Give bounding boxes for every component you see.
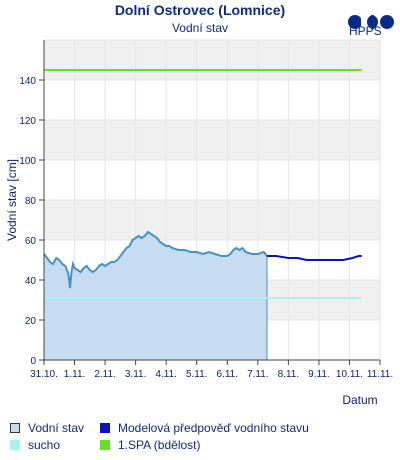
legend-swatch-vodni-stav: [10, 423, 20, 433]
x-tick-label: 9.11.: [308, 369, 330, 380]
water-level-chart: 0 20 40 60 80 100 120 140 31.10. 1.11. 2.11. 3.11. 4…: [5, 39, 393, 407]
y-tick-label: 140: [19, 76, 36, 87]
x-tick-label: 3.11.: [125, 369, 147, 380]
y-tick-label: 60: [25, 236, 37, 247]
legend: Vodní stav Modelová předpověď vodního st…: [0, 418, 400, 458]
hpps-logo-icon: [348, 15, 394, 29]
legend-item-sucho: sucho: [10, 438, 60, 452]
logo-text: HPPS: [349, 24, 382, 38]
legend-swatch-forecast: [100, 423, 110, 433]
legend-label-vodni-stav: Vodní stav: [28, 421, 85, 435]
series-1-line: [267, 255, 362, 261]
x-tick-label: 5.11.: [186, 369, 208, 380]
legend-label-spa: 1.SPA (bdělost): [118, 438, 201, 452]
y-tick-label: 100: [19, 156, 36, 167]
y-tick-label: 120: [19, 116, 36, 127]
x-tick-label: 6.11.: [217, 369, 239, 380]
legend-swatch-spa: [100, 440, 110, 450]
y-tick-label: 40: [25, 276, 37, 287]
y-axis-label: Vodní stav [cm]: [5, 159, 19, 241]
series-0-line: [43, 230, 268, 289]
x-tick-label: 7.11.: [247, 369, 269, 380]
y-tick-label: 80: [25, 196, 37, 207]
grid-band: [44, 200, 380, 240]
legend-item-spa: 1.SPA (bdělost): [100, 438, 201, 452]
legend-item-vodni-stav: Vodní stav: [10, 421, 84, 435]
x-tick-label: 2.11.: [94, 369, 116, 380]
x-tick-label: 31.10.: [30, 369, 58, 380]
x-tick-label: 11.11.: [367, 369, 393, 380]
chart-subtitle: Vodní stav: [171, 21, 229, 35]
grid-band: [44, 40, 380, 80]
grid-band: [44, 120, 380, 160]
legend-label-forecast: Modelová předpověď vodního stavu: [118, 421, 309, 435]
chart-title: Dolní Ostrovec (Lomnice): [114, 2, 286, 18]
y-tick-label: 20: [25, 316, 37, 327]
legend-item-forecast: Modelová předpověď vodního stavu: [100, 421, 309, 435]
legend-label-sucho: sucho: [28, 438, 61, 452]
legend-swatch-sucho: [10, 440, 20, 450]
x-tick-label: 4.11.: [155, 369, 177, 380]
x-tick-label: 10.11.: [336, 369, 363, 380]
y-tick-label: 0: [30, 356, 36, 367]
x-tick-label: 8.11.: [278, 369, 300, 380]
x-axis-label: Datum: [342, 393, 377, 407]
series-0-area: [44, 232, 267, 360]
x-tick-label: 1.11.: [64, 369, 86, 380]
